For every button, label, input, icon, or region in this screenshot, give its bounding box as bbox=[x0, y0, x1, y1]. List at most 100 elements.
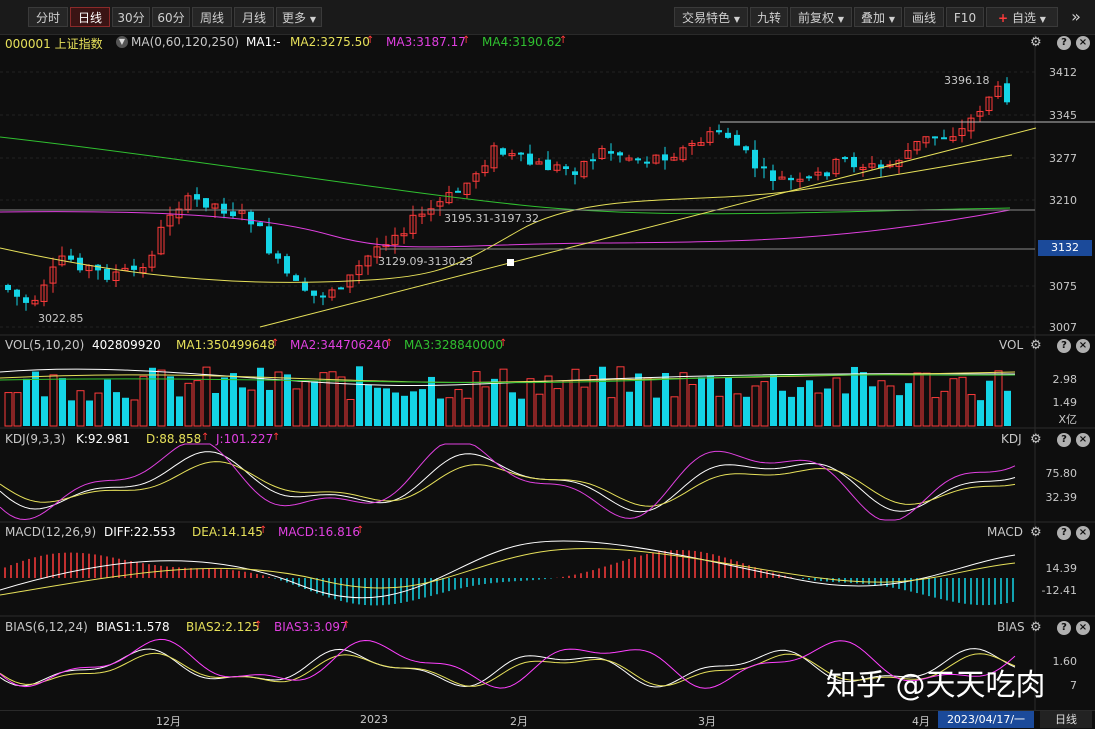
dropdown-arrow-icon: ▼ bbox=[888, 15, 895, 24]
dropdown-arrow-icon: ▼ bbox=[837, 15, 844, 24]
date-axis-month: 12月 bbox=[156, 715, 181, 728]
candle-body-up bbox=[796, 178, 804, 182]
f10-button[interactable]: F10 bbox=[946, 7, 984, 27]
vol-ma3-line bbox=[0, 374, 1016, 384]
volume-bar-up bbox=[553, 388, 562, 427]
close-icon[interactable]: × bbox=[1076, 36, 1090, 50]
period-tab-monthly[interactable]: 月线 bbox=[234, 7, 274, 27]
help-icon[interactable]: ? bbox=[1057, 433, 1071, 447]
forward-adjust-dropdown[interactable]: 前复权 ▼ bbox=[790, 7, 852, 27]
candle-body-down bbox=[221, 203, 227, 214]
dropdown-arrow-icon[interactable]: ▼ bbox=[116, 36, 128, 48]
double-chevron-right-icon[interactable]: » bbox=[1071, 7, 1081, 26]
volume-bar-down bbox=[662, 373, 669, 426]
candle-body-up bbox=[472, 173, 480, 182]
price-axis-label: 3277 bbox=[1049, 152, 1077, 165]
kdj-k-line bbox=[0, 451, 1016, 513]
volume-bar-down bbox=[419, 389, 426, 426]
volume-bar-down bbox=[707, 375, 714, 426]
candle-body-up bbox=[364, 255, 372, 267]
kdj-title[interactable]: KDJ(9,3,3) bbox=[5, 432, 66, 446]
volume-bar-up bbox=[616, 366, 625, 427]
volume-bar-down bbox=[401, 395, 408, 426]
candle-body-down bbox=[230, 211, 236, 217]
ma1-value: MA1:- bbox=[246, 35, 281, 49]
period-tab-60min[interactable]: 60分 bbox=[152, 7, 190, 27]
volume-bar-down bbox=[824, 388, 831, 426]
candle-body-up bbox=[814, 171, 822, 176]
volume-bar-up bbox=[535, 393, 544, 427]
candle-body-up bbox=[535, 161, 543, 165]
candle-body-down bbox=[851, 156, 857, 168]
close-icon[interactable]: × bbox=[1076, 526, 1090, 540]
nine-turn-button[interactable]: 九转 bbox=[750, 7, 788, 27]
period-tab-daily[interactable]: 日线 bbox=[70, 7, 110, 27]
price-axis-label: 3075 bbox=[1049, 280, 1077, 293]
more-periods-label: 更多 bbox=[282, 11, 307, 25]
candle-body-down bbox=[194, 194, 200, 200]
volume-bar-up bbox=[472, 371, 481, 427]
add-watchlist-button[interactable]: + 自选 ▼ bbox=[986, 7, 1058, 27]
volume-bar-up bbox=[931, 397, 940, 427]
date-axis-month: 2月 bbox=[510, 715, 528, 728]
gear-icon[interactable]: ⚙ bbox=[1030, 35, 1042, 50]
volume-bar-up bbox=[958, 376, 967, 427]
candle-body-up bbox=[31, 299, 39, 305]
close-icon[interactable]: × bbox=[1076, 621, 1090, 635]
volume-bar-up bbox=[193, 380, 202, 427]
trading-features-label: 交易特色 bbox=[682, 11, 731, 25]
volume-bar-up bbox=[607, 397, 616, 427]
candle-body-up bbox=[211, 203, 219, 209]
candle-body-down bbox=[770, 170, 776, 182]
volume-bar-down bbox=[410, 391, 417, 426]
vol-title[interactable]: VOL(5,10,20) bbox=[5, 338, 85, 352]
volume-bar-down bbox=[311, 381, 318, 426]
help-icon[interactable]: ? bbox=[1057, 621, 1071, 635]
candle-body-up bbox=[985, 96, 993, 112]
vol-unit: X亿 bbox=[1058, 413, 1077, 426]
gear-icon[interactable]: ⚙ bbox=[1030, 525, 1042, 540]
volume-bar-up bbox=[274, 371, 283, 427]
kdj-d-value: D:88.858 bbox=[146, 432, 202, 446]
volume-bar-down bbox=[113, 392, 120, 426]
close-icon[interactable]: × bbox=[1076, 339, 1090, 353]
gear-icon[interactable]: ⚙ bbox=[1030, 338, 1042, 353]
volume-bar-up bbox=[994, 370, 1003, 427]
gear-icon[interactable]: ⚙ bbox=[1030, 432, 1042, 447]
help-icon[interactable]: ? bbox=[1057, 526, 1071, 540]
candle-body-down bbox=[284, 256, 290, 274]
close-icon[interactable]: × bbox=[1076, 433, 1090, 447]
vol-label: VOL bbox=[999, 338, 1024, 352]
volume-bar-down bbox=[68, 400, 75, 426]
volume-bar-up bbox=[76, 390, 85, 427]
ma-setting[interactable]: MA(0,60,120,250) bbox=[131, 35, 240, 49]
period-tab-weekly[interactable]: 周线 bbox=[192, 7, 232, 27]
candle-body-down bbox=[716, 130, 722, 133]
more-periods-dropdown[interactable]: 更多 ▼ bbox=[276, 7, 322, 27]
volume-bar-down bbox=[428, 376, 435, 426]
volume-bar-up bbox=[499, 368, 508, 427]
bias2-value: BIAS2:2.125 bbox=[186, 620, 260, 634]
volume-bar-up bbox=[814, 392, 823, 427]
volume-bar-down bbox=[896, 395, 903, 426]
overlay-dropdown[interactable]: 叠加 ▼ bbox=[854, 7, 902, 27]
trading-features-dropdown[interactable]: 交易特色 ▼ bbox=[674, 7, 748, 27]
period-tab-30min[interactable]: 30分 bbox=[112, 7, 150, 27]
macd-title[interactable]: MACD(12,26,9) bbox=[5, 525, 97, 539]
bias-title[interactable]: BIAS(6,12,24) bbox=[5, 620, 88, 634]
draw-line-button[interactable]: 画线 bbox=[904, 7, 944, 27]
candle-body-up bbox=[409, 214, 417, 234]
period-tab-intraday[interactable]: 分时 bbox=[28, 7, 68, 27]
volume-bar-down bbox=[212, 392, 219, 426]
candle-body-up bbox=[391, 234, 399, 246]
help-icon[interactable]: ? bbox=[1057, 339, 1071, 353]
candle-body-up bbox=[778, 176, 786, 180]
bias2-line bbox=[0, 652, 1016, 687]
candle-body-up bbox=[139, 267, 147, 274]
candle-body-up bbox=[112, 271, 120, 281]
candle-body-up bbox=[157, 226, 165, 255]
gear-icon[interactable]: ⚙ bbox=[1030, 620, 1042, 635]
help-icon[interactable]: ? bbox=[1057, 36, 1071, 50]
candle-body-down bbox=[104, 268, 110, 280]
